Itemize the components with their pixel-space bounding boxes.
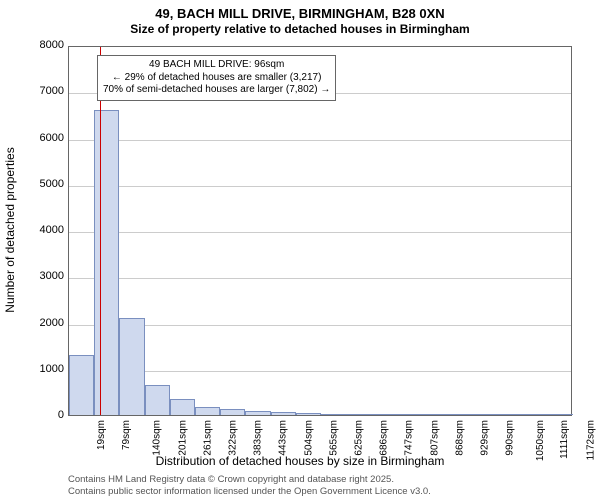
- histogram-bar: [119, 318, 144, 415]
- x-tick-label: 504sqm: [303, 420, 314, 456]
- histogram-bar: [296, 413, 321, 415]
- histogram-bar: [371, 414, 396, 415]
- annotation-box: 49 BACH MILL DRIVE: 96sqm ← 29% of detac…: [97, 55, 336, 101]
- histogram-bar: [397, 414, 422, 415]
- marker-line: [100, 47, 101, 415]
- x-axis-label: Distribution of detached houses by size …: [0, 454, 600, 468]
- footer-line2: Contains public sector information licen…: [68, 486, 431, 498]
- histogram-bar: [245, 411, 270, 415]
- histogram-bar: [548, 414, 573, 415]
- chart-title: 49, BACH MILL DRIVE, BIRMINGHAM, B28 0XN: [0, 6, 600, 21]
- y-tick-label: 4000: [24, 224, 64, 236]
- title-block: 49, BACH MILL DRIVE, BIRMINGHAM, B28 0XN…: [0, 0, 600, 36]
- footer-attribution: Contains HM Land Registry data © Crown c…: [68, 474, 431, 498]
- annotation-line2: 70% of semi-detached houses are larger (…: [103, 84, 330, 97]
- x-tick-label: 261sqm: [202, 420, 213, 456]
- footer-line1: Contains HM Land Registry data © Crown c…: [68, 474, 431, 486]
- x-tick-label: 747sqm: [404, 420, 415, 456]
- histogram-bar: [271, 412, 296, 415]
- histogram-bar: [94, 110, 119, 415]
- x-tick-label: 807sqm: [429, 420, 440, 456]
- y-tick-label: 7000: [24, 85, 64, 97]
- chart-container: 49, BACH MILL DRIVE, BIRMINGHAM, B28 0XN…: [0, 0, 600, 500]
- x-tick-label: 322sqm: [228, 420, 239, 456]
- y-tick-label: 1000: [24, 363, 64, 375]
- y-tick-label: 3000: [24, 270, 64, 282]
- y-tick-label: 0: [24, 409, 64, 421]
- histogram-bar: [145, 385, 170, 415]
- histogram-bar: [346, 414, 371, 415]
- histogram-bar: [422, 414, 447, 415]
- x-tick-label: 383sqm: [253, 420, 264, 456]
- histogram-bar: [447, 414, 472, 415]
- y-tick-label: 6000: [24, 132, 64, 144]
- histogram-bar: [195, 407, 220, 415]
- annotation-title: 49 BACH MILL DRIVE: 96sqm: [103, 59, 330, 72]
- y-axis-label: Number of detached properties: [3, 147, 17, 312]
- histogram-bar: [321, 414, 346, 415]
- histogram-bar: [220, 409, 245, 415]
- plot-area: 49 BACH MILL DRIVE: 96sqm ← 29% of detac…: [68, 46, 572, 416]
- annotation-line1: ← 29% of detached houses are smaller (3,…: [103, 72, 330, 85]
- histogram-bar: [523, 414, 548, 415]
- x-tick-label: 625sqm: [354, 420, 365, 456]
- x-tick-label: 140sqm: [152, 420, 163, 456]
- histogram-bar: [497, 414, 522, 415]
- histogram-bar: [170, 399, 195, 415]
- x-tick-label: 565sqm: [328, 420, 339, 456]
- gridline: [69, 186, 571, 187]
- gridline: [69, 140, 571, 141]
- gridline: [69, 278, 571, 279]
- x-tick-label: 201sqm: [177, 420, 188, 456]
- x-tick-label: 868sqm: [454, 420, 465, 456]
- x-tick-label: 443sqm: [278, 420, 289, 456]
- chart-subtitle: Size of property relative to detached ho…: [0, 22, 600, 36]
- y-tick-label: 8000: [24, 39, 64, 51]
- y-tick-label: 5000: [24, 178, 64, 190]
- histogram-bar: [69, 355, 94, 415]
- x-tick-label: 686sqm: [379, 420, 390, 456]
- x-tick-label: 929sqm: [480, 420, 491, 456]
- histogram-bar: [472, 414, 497, 415]
- gridline: [69, 232, 571, 233]
- x-tick-label: 79sqm: [121, 420, 132, 450]
- y-tick-label: 2000: [24, 317, 64, 329]
- x-tick-label: 990sqm: [505, 420, 516, 456]
- x-tick-label: 19sqm: [96, 420, 107, 450]
